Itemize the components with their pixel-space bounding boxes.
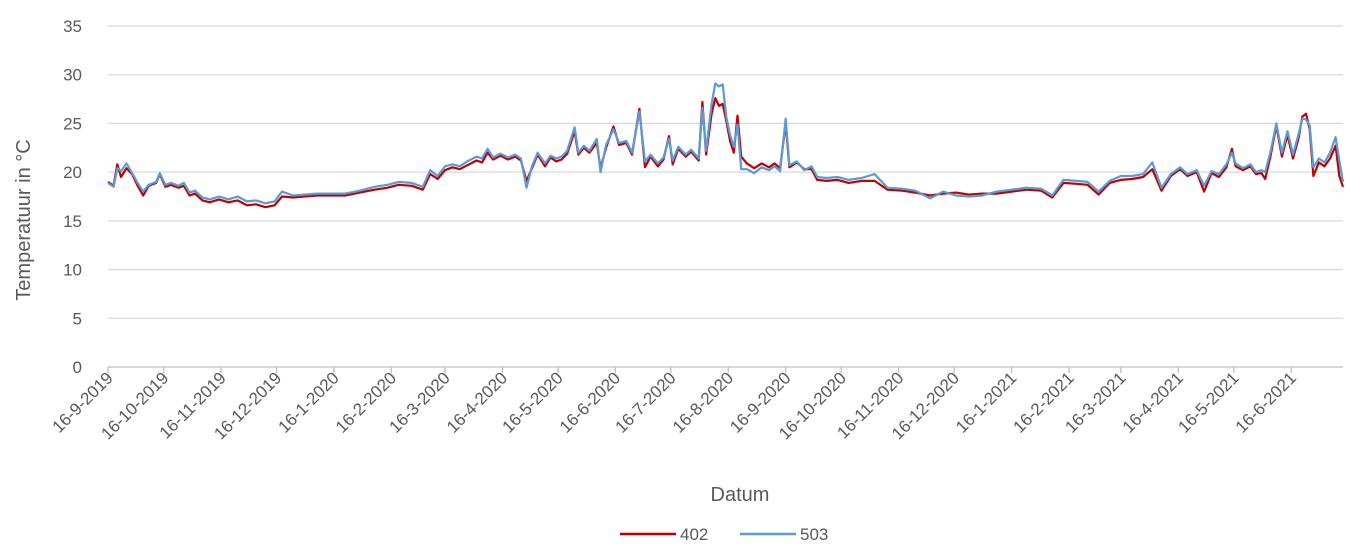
gridlines (108, 25, 1343, 319)
y-tick-label: 35 (63, 17, 82, 36)
x-tick-label: 16-8-2020 (669, 368, 737, 436)
x-tick-label: 16-5-2021 (1174, 368, 1242, 436)
x-tick-label: 16-1-2021 (952, 368, 1020, 436)
y-axis-title: Temperatuur in °C (13, 139, 35, 300)
y-tick-label: 30 (63, 66, 82, 85)
legend: 402 503 (620, 525, 828, 544)
y-tick-label: 20 (63, 163, 82, 182)
y-tick-label: 25 (63, 114, 82, 133)
x-tick-label: 16-7-2020 (611, 368, 679, 436)
y-tick-label: 0 (73, 358, 82, 377)
y-axis-ticks: 0 5 10 15 20 25 30 35 (63, 17, 82, 377)
series-lines (107, 82, 1345, 209)
x-axis-title: Datum (711, 484, 770, 506)
x-axis-ticks: 16-9-201916-10-201916-11-201916-12-20191… (49, 367, 1300, 443)
legend-label-402: 402 (680, 525, 708, 544)
series-line-503 (107, 82, 1345, 205)
y-tick-label: 5 (73, 309, 82, 328)
y-tick-label: 10 (63, 261, 82, 280)
y-tick-label: 15 (63, 212, 82, 231)
x-tick-label: 16-6-2021 (1232, 368, 1300, 436)
x-tick-label: 16-5-2020 (499, 368, 567, 436)
legend-label-503: 503 (800, 525, 828, 544)
x-tick-label: 16-1-2020 (274, 368, 342, 436)
